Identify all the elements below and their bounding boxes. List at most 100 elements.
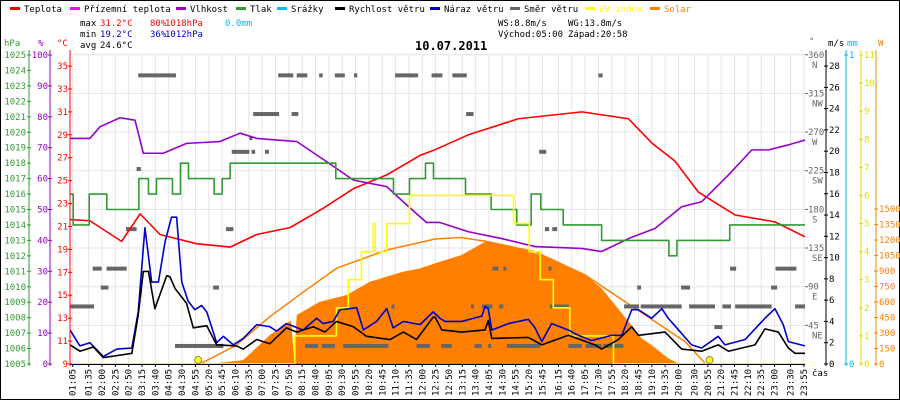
stats-max-temp: 31.2°C — [100, 19, 133, 29]
x-tick-label: 12:25 — [432, 369, 442, 396]
legend-label: Teplota — [24, 5, 62, 15]
direction-tick-label: 225 — [808, 167, 824, 177]
stats-avg-temp: 24.6°C — [100, 41, 133, 51]
wind-tick-label: 0 — [829, 360, 834, 370]
wind-direction-mark — [714, 325, 723, 330]
uv-tick-label: 4 — [864, 248, 869, 258]
temperature-tick-label: 19 — [57, 245, 68, 255]
x-tick-label: 06:10 — [231, 369, 241, 396]
pressure-tick-label: 1025 — [4, 51, 26, 61]
wind-direction-mark — [552, 227, 558, 232]
direction-tick-label: 270 — [808, 128, 824, 138]
x-tick-label: 02:25 — [111, 369, 121, 396]
wind-tick-label: 4 — [829, 317, 834, 327]
humidity-tick-label: 20 — [37, 298, 48, 308]
chart-title: 10.07.2011 — [415, 39, 487, 53]
wind-direction-mark — [100, 285, 109, 290]
stats-avg-label: avg — [80, 41, 96, 51]
rain-axis-title: mm — [847, 39, 858, 49]
x-tick-label: 04:05 — [165, 369, 175, 396]
legend-swatch-9 — [650, 7, 660, 10]
legend-label: Srážky — [291, 5, 324, 15]
legend-swatch-5 — [335, 7, 345, 10]
wind-tick-label: 14 — [829, 211, 840, 221]
solar-tick-label: 300 — [879, 329, 895, 339]
direction-compass-label: E — [812, 293, 817, 303]
temperature-tick-label: 21 — [57, 222, 68, 232]
wind-tick-label: 6 — [829, 296, 834, 306]
wind-direction-mark — [499, 304, 504, 309]
temperature-tick-label: 33 — [57, 85, 68, 95]
legend-swatch-6 — [430, 7, 440, 10]
wind-direction-mark — [452, 73, 467, 78]
axes: 01:05 01:35 02:00 02:25 02:50 03:15 03:40 04:05… — [4, 37, 900, 396]
pressure-tick-label: 1018 — [4, 159, 26, 169]
wind-tick-label: 20 — [829, 147, 840, 157]
stats-min-humidity: 36% — [150, 30, 167, 40]
wind-direction-mark — [253, 112, 280, 117]
x-tick-label: 11:35 — [405, 369, 415, 396]
x-tick-label: 15:20 — [525, 369, 535, 396]
x-tick-label: 08:15 — [298, 369, 308, 396]
wind-tick-label: 12 — [829, 232, 840, 242]
direction-compass-label: SE — [812, 254, 823, 264]
x-tick-label: 19:10 — [648, 369, 658, 396]
stats-sunset: Západ:20:58 — [568, 30, 628, 40]
legend-label: Přízemní teplota — [84, 5, 171, 15]
legend-swatch-2 — [176, 7, 186, 10]
temperature-tick-label: 25 — [57, 177, 68, 187]
wind-direction-mark — [225, 227, 234, 232]
series-line-rychlost-v-tru — [69, 270, 805, 359]
stats-max-label: max — [80, 19, 97, 29]
pressure-tick-label: 1012 — [4, 252, 26, 262]
x-tick-label: 08:40 — [312, 369, 322, 396]
legend-label: Směr větru — [524, 5, 578, 15]
rain-tick-label: 0 — [849, 360, 854, 370]
uv-tick-label: 10 — [864, 79, 875, 89]
temperature-tick-label: 27 — [57, 154, 68, 164]
temperature-tick-label: 11 — [57, 337, 68, 347]
x-tick-label: 02:00 — [98, 369, 108, 396]
humidity-tick-label: 40 — [37, 236, 48, 246]
direction-compass-label: NE — [812, 331, 823, 341]
wind-direction-mark — [689, 304, 716, 309]
direction-compass-label: SW — [812, 177, 823, 187]
wind-axis-title: m/s — [828, 39, 844, 49]
wind-direction-mark — [598, 73, 603, 78]
x-tick-label: 03:15 — [138, 369, 148, 396]
solar-axis-title: W — [878, 39, 884, 49]
wind-direction-mark — [506, 343, 541, 348]
wind-direction-mark — [213, 285, 219, 290]
wind-direction-mark — [354, 73, 358, 78]
humidity-axis-title: % — [38, 39, 44, 49]
wind-direction-mark — [730, 266, 737, 271]
temperature-tick-label: 13 — [57, 314, 68, 324]
uv-tick-label: 6 — [864, 191, 869, 201]
humidity-tick-label: 60 — [37, 175, 48, 185]
humidity-tick-label: 70 — [37, 144, 48, 154]
humidity-tick-label: 50 — [37, 206, 48, 216]
wind-direction-mark — [265, 149, 269, 154]
legend-swatch-4 — [277, 7, 287, 10]
wind-direction-mark — [431, 73, 443, 78]
x-tick-label: 13:40 — [472, 369, 482, 396]
x-tick-label: 23:30 — [787, 369, 797, 396]
x-tick-label: 12:00 — [418, 369, 428, 396]
direction-tick-label: 45 — [808, 321, 819, 331]
wind-tick-label: 2 — [829, 339, 834, 349]
x-tick-label: 09:30 — [338, 369, 348, 396]
pressure-tick-label: 1022 — [4, 97, 26, 107]
wind-direction-mark — [319, 73, 323, 78]
wind-direction-mark — [391, 304, 395, 309]
wind-direction-mark — [138, 73, 177, 78]
uv-tick-label: 5 — [864, 220, 869, 230]
direction-tick-label: 360 — [808, 51, 824, 61]
wind-direction-mark — [92, 266, 102, 271]
solar-tick-label: 1350 — [879, 221, 900, 231]
direction-compass-label: N — [812, 61, 817, 71]
wind-direction-mark — [136, 167, 141, 172]
solar-tick-label: 0 — [879, 360, 884, 370]
x-tick-label: 20:55 — [704, 369, 714, 396]
x-tick-label: 04:30 — [178, 369, 188, 396]
